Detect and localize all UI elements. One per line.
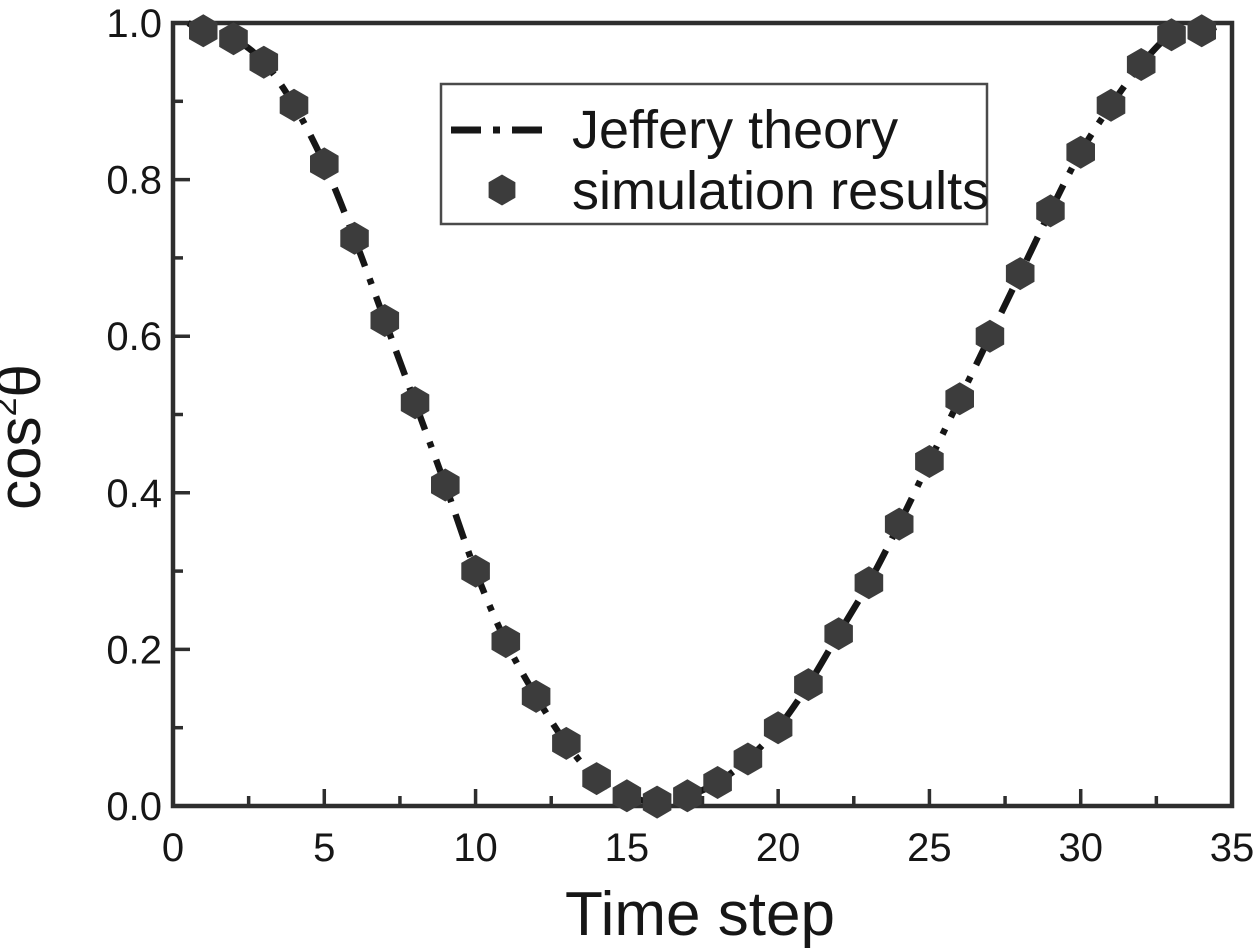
sim-marker-hexagon xyxy=(1066,135,1095,169)
x-tick-label: 15 xyxy=(605,826,650,870)
y-tick-label: 0.8 xyxy=(106,159,162,203)
sim-marker-hexagon xyxy=(945,382,974,416)
y-tick-label: 1.0 xyxy=(106,2,162,46)
y-axis-title-symbol: θ xyxy=(0,364,53,397)
sim-marker-hexagon xyxy=(1126,48,1156,81)
sim-marker-hexagon xyxy=(582,762,611,796)
sim-marker-hexagon xyxy=(703,766,732,799)
sim-marker-hexagon xyxy=(673,779,702,813)
y-tick-label: 0.6 xyxy=(106,315,162,359)
sim-marker-hexagon xyxy=(763,711,793,745)
sim-marker-hexagon xyxy=(340,221,369,255)
x-tick-label: 35 xyxy=(1210,826,1255,870)
sim-marker-hexagon xyxy=(461,554,490,588)
sim-marker-hexagon xyxy=(1187,14,1216,48)
y-axis-title-exponent: 2 xyxy=(0,398,24,417)
sim-marker-hexagon xyxy=(370,304,400,337)
y-tick-label: 0.0 xyxy=(106,785,162,829)
sim-marker-hexagon xyxy=(794,668,823,702)
x-tick-label: 5 xyxy=(313,826,335,870)
legend: Jeffery theory simulation results xyxy=(439,82,989,226)
sim-marker-hexagon xyxy=(219,22,248,56)
sim-marker-hexagon xyxy=(491,625,521,659)
sim-marker-hexagon xyxy=(431,468,460,502)
y-tick-label: 0.2 xyxy=(106,628,162,672)
sim-marker-hexagon xyxy=(975,319,1005,353)
sim-marker-hexagon xyxy=(279,88,309,122)
legend-box xyxy=(439,82,989,226)
sim-marker-hexagon xyxy=(733,742,763,776)
x-tick-label: 20 xyxy=(756,826,801,870)
x-axis-title: Time step xyxy=(565,880,835,949)
sim-marker-hexagon xyxy=(642,785,672,819)
sim-marker-hexagon xyxy=(552,726,581,760)
y-axis-title-base: cos xyxy=(0,416,53,509)
sim-marker-hexagon xyxy=(189,14,218,48)
tick-labels: 0 5 10 15 20 25 30 35 0.0 0.2 0.4 0.6 0.8 1.0 xyxy=(106,2,1254,870)
sim-marker-hexagon xyxy=(1157,18,1186,52)
sim-marker-hexagon xyxy=(915,445,944,478)
sim-marker-hexagon xyxy=(521,679,551,713)
sim-marker-hexagon xyxy=(612,779,642,813)
x-tick-label: 0 xyxy=(162,826,184,870)
x-tick-label: 10 xyxy=(453,826,498,870)
plot-frame xyxy=(170,20,1235,809)
sim-marker-hexagon xyxy=(884,507,914,541)
sim-marker-hexagon xyxy=(400,386,430,420)
x-tick-label: 30 xyxy=(1058,826,1103,870)
simulation-series xyxy=(189,14,1216,819)
sim-marker-hexagon xyxy=(1005,257,1035,291)
legend-label-simulation: simulation results xyxy=(572,161,989,221)
y-tick-label: 0.4 xyxy=(106,472,162,516)
sim-marker-hexagon xyxy=(1096,88,1126,122)
y-axis-title: cos2θ xyxy=(0,364,53,510)
legend-label-theory: Jeffery theory xyxy=(572,100,898,160)
sim-marker-hexagon xyxy=(854,566,884,600)
sim-marker-hexagon xyxy=(249,45,279,79)
sim-marker-hexagon xyxy=(824,617,853,651)
x-tick-label: 25 xyxy=(907,826,952,870)
sim-marker-hexagon xyxy=(1036,194,1065,228)
sim-marker-hexagon xyxy=(310,147,339,181)
legend-marker-hexagon xyxy=(488,174,516,206)
